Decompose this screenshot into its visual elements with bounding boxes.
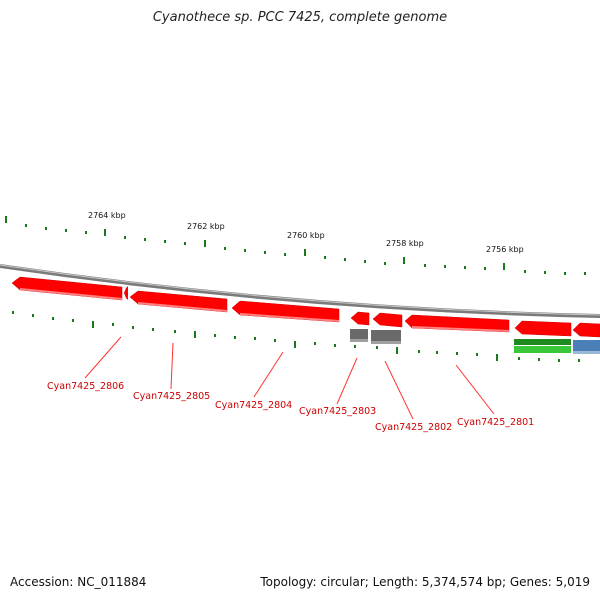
rna-feature-green[interactable] bbox=[514, 339, 571, 345]
genome-backbone-highlight bbox=[0, 264, 600, 316]
label-leaders bbox=[84, 336, 495, 420]
gene-label-cyan7425-2804[interactable]: Cyan7425_2804 bbox=[215, 400, 292, 411]
gene-arrow-gene-small-2[interactable] bbox=[350, 311, 370, 326]
gene-box-cyan7425-2802-shade bbox=[371, 341, 401, 344]
gene-box-cyan7425-2803[interactable] bbox=[350, 329, 368, 342]
scale-label: 2760 kbp bbox=[287, 231, 325, 240]
upper-minor-ticks bbox=[25, 224, 586, 275]
map-title: Cyanothece sp. PCC 7425, complete genome bbox=[152, 10, 448, 25]
gene-arrow-cyan7425-2805-shade bbox=[138, 302, 227, 312]
feature-track bbox=[514, 339, 600, 354]
lower-minor-ticks bbox=[12, 311, 580, 362]
genome-backbone bbox=[0, 264, 600, 318]
gene-label-cyan7425-2803[interactable]: Cyan7425_2803 bbox=[299, 406, 376, 417]
rna-feature-blue[interactable] bbox=[573, 340, 600, 354]
gene-arrow-gene-3[interactable] bbox=[372, 312, 403, 328]
gene-box-cyan7425-2803-shade bbox=[350, 339, 368, 342]
gene-arrow-cyan7425-2801-shade bbox=[412, 326, 509, 332]
gene-arrow-cyan7425-2804-shade bbox=[240, 313, 339, 322]
gene-box-cyan7425-2802[interactable] bbox=[371, 330, 401, 344]
gene-track-forward bbox=[11, 276, 600, 338]
gene-track-gray bbox=[350, 329, 401, 344]
scale-label: 2758 kbp bbox=[386, 239, 424, 248]
rna-feature-blue-shade bbox=[573, 351, 600, 354]
gene-label-cyan7425-2805[interactable]: Cyan7425_2805 bbox=[133, 391, 210, 402]
gene-label-cyan7425-2802[interactable]: Cyan7425_2802 bbox=[375, 422, 452, 433]
gene-label-cyan7425-2801[interactable]: Cyan7425_2801 bbox=[457, 417, 534, 428]
genome-summary-text: Topology: circular; Length: 5,374,574 bp… bbox=[260, 575, 590, 589]
gene-arrow-cyan7425-2806-shade bbox=[20, 288, 122, 300]
gene-arrow-gene-5[interactable] bbox=[514, 320, 572, 337]
accession-text: Accession: NC_011884 bbox=[10, 575, 147, 589]
scale-label: 2762 kbp bbox=[187, 222, 225, 231]
scale-label: 2756 kbp bbox=[486, 245, 524, 254]
gene-arrow-small[interactable] bbox=[124, 286, 128, 300]
gene-label-cyan7425-2806[interactable]: Cyan7425_2806 bbox=[47, 381, 124, 392]
scale-label: 2764 kbp bbox=[88, 211, 126, 220]
gene-arrow-gene-6[interactable] bbox=[572, 322, 600, 338]
rna-feature-green-2[interactable] bbox=[514, 346, 571, 353]
